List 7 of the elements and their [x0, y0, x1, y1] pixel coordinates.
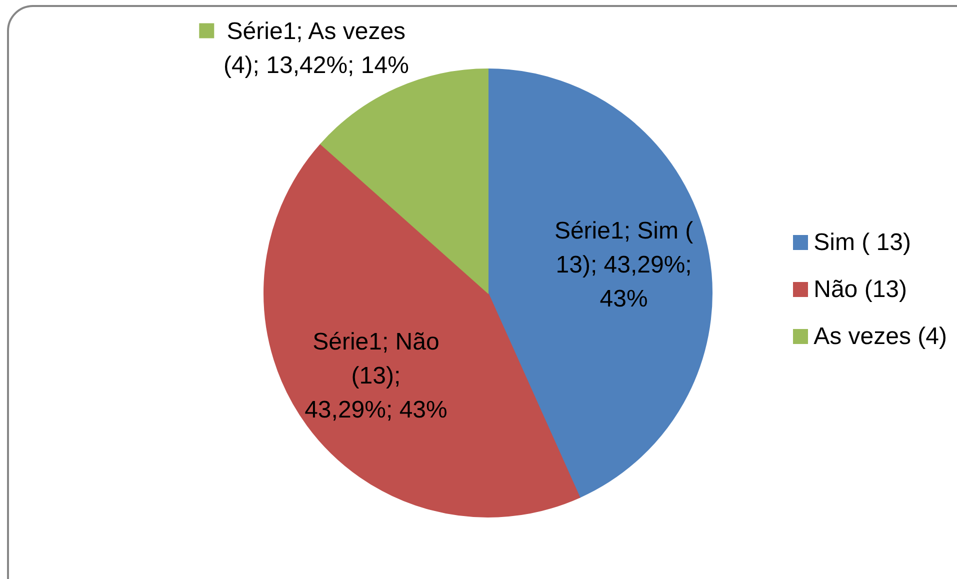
legend-label: Sim ( 13): [814, 228, 911, 256]
data-label: Série1; Não (13); 43,29%; 43%: [304, 328, 448, 424]
legend-label: As vezes (4): [814, 322, 947, 350]
pie-slice: [488, 68, 712, 498]
data-label: Série1; Sim ( 13); 43,29%; 43%: [554, 217, 694, 312]
data-label: Série1; As vezes (4); 13,42%; 14%: [223, 18, 409, 80]
legend-label: Não (13): [814, 276, 907, 304]
